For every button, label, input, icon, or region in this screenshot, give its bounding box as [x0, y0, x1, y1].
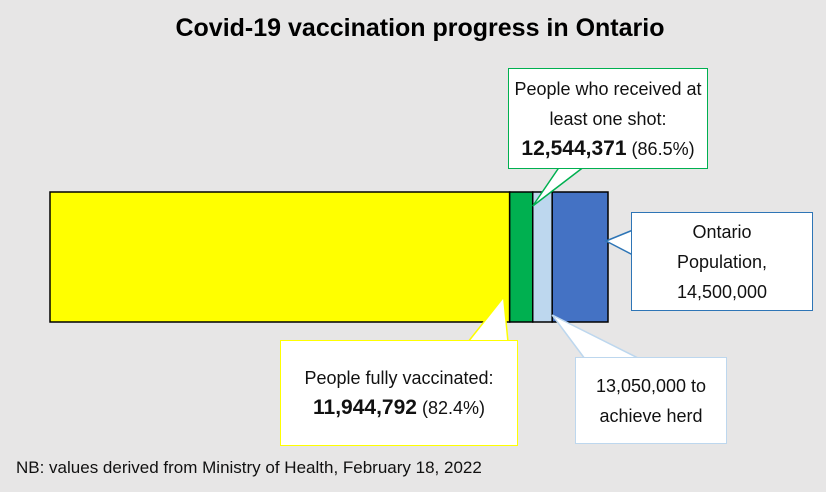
bar-one_shot [508, 191, 534, 323]
callout-herd-line1: 13,050,000 to [595, 375, 707, 396]
callout-population-line2: Population, [676, 251, 768, 272]
chart-title: Covid-19 vaccination progress in Ontario [175, 14, 665, 42]
callout-population-line1: Ontario [692, 221, 752, 242]
callout-herd: 13,050,000 to achieve herd [575, 357, 727, 444]
callout-fully-pct: (82.4%) [421, 398, 485, 418]
callout-fully-line1: People fully vaccinated: [304, 368, 494, 388]
callout-herd-line2: achieve herd [599, 405, 703, 426]
callout-population-tail [604, 228, 634, 257]
callout-population-line3: 14,500,000 [676, 281, 768, 302]
callout-one-shot: People who received at least one shot: 1… [508, 68, 708, 169]
callout-fully-value: 11,944,792 [313, 396, 417, 419]
callout-one-shot-line2: least one shot: [549, 108, 667, 129]
callout-one-shot-line1: People who received at [514, 78, 702, 99]
bar-fully [49, 191, 511, 323]
callout-population: Ontario Population, 14,500,000 [631, 212, 813, 311]
bar-herd [531, 191, 553, 323]
callout-one-shot-value: 12,544,371 [521, 136, 627, 160]
bar-population [551, 191, 609, 323]
callout-one-shot-pct: (86.5%) [631, 138, 695, 159]
source-note: NB: values derived from Ministry of Heal… [16, 458, 482, 477]
callout-fully: People fully vaccinated: 11,944,792 (82.… [280, 340, 518, 446]
